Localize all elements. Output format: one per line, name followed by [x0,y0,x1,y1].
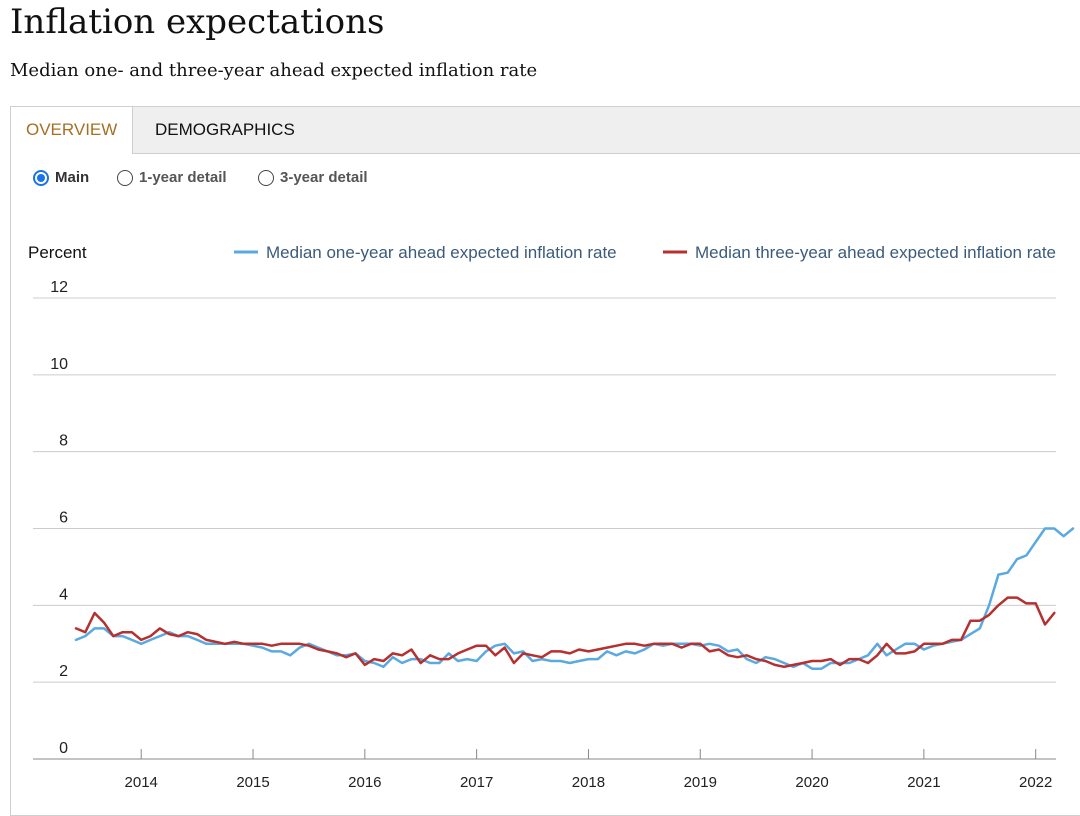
x-tick-label: 2014 [125,774,158,791]
x-tick-label: 2018 [572,774,605,791]
y-tick-label: 0 [59,740,68,757]
series-line-three-year [74,596,1056,669]
legend-label: Median one-year ahead expected inflation… [266,243,617,262]
tab-overview[interactable]: OVERVIEW [11,107,134,154]
radio-selected-icon [33,169,49,186]
page-title: Inflation expectations [10,2,385,42]
radio-main-label: Main [55,169,90,186]
radio-3-year-detail-label: 3-year detail [280,169,368,186]
y-tick-label: 2 [59,663,68,680]
tab-demographics[interactable]: DEMOGRAPHICS [155,120,295,139]
x-tick-label: 2021 [907,774,940,791]
y-tick-label: 12 [50,279,68,296]
x-tick-label: 2015 [236,774,269,791]
y-axis-label: Percent [28,243,87,262]
radio-1-year-detail-label: 1-year detail [139,169,227,186]
y-tick-label: 6 [59,510,68,527]
x-tick-label: 2016 [348,774,381,791]
radio-1-year-detail[interactable]: 1-year detail [117,169,227,186]
x-tick-label: 2022 [1019,774,1052,791]
x-tick-label: 2020 [795,774,828,791]
radio-unselected-icon [258,169,274,186]
y-tick-label: 10 [50,356,68,373]
page-subtitle: Median one- and three-year ahead expecte… [10,60,538,81]
radio-3-year-detail[interactable]: 3-year detail [258,169,368,186]
series-line-one-year [74,527,1075,670]
y-tick-label: 4 [59,586,68,603]
x-tick-label: 2017 [460,774,493,791]
x-tick-label: 2019 [684,774,717,791]
radio-unselected-icon [117,169,133,186]
tab-bar: OVERVIEW DEMOGRAPHICS [11,107,1080,154]
radio-main[interactable]: Main [33,169,89,186]
y-tick-label: 8 [59,433,68,450]
legend-label: Median three-year ahead expected inflati… [695,243,1056,262]
